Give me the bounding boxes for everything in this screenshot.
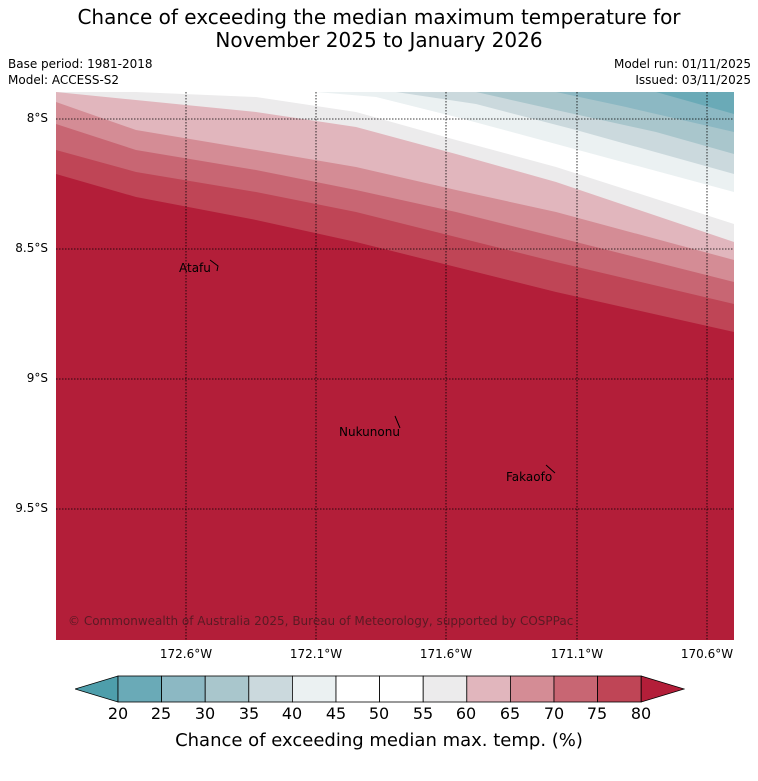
atafu-outline <box>209 259 219 272</box>
colorbar-segment <box>379 675 424 703</box>
colorbar-tick-label: 45 <box>325 704 347 723</box>
model-run-text: Model run: 01/11/2025 <box>613 57 751 71</box>
lon-tick-label: 172.1°W <box>289 647 343 661</box>
lon-tick-label: 171.1°W <box>550 647 604 661</box>
lat-tick-label: 9°S <box>26 371 48 385</box>
lon-tick-label: 171.6°W <box>419 647 473 661</box>
graticule <box>56 92 734 640</box>
colorbar-segment <box>422 675 468 703</box>
colorbar-segment <box>117 675 162 703</box>
colorbar-segment <box>161 675 206 703</box>
model-text: Model: ACCESS-S2 <box>8 73 120 87</box>
lat-tick-label: 8°S <box>26 111 48 125</box>
colorbar-tick-label: 30 <box>194 704 216 723</box>
colorbar-tick-label: 35 <box>238 704 260 723</box>
colorbar-segment <box>466 675 511 703</box>
band-30 <box>556 92 734 132</box>
colorbar-tick-label: 55 <box>412 704 434 723</box>
issued-text: Issued: 03/11/2025 <box>635 73 751 87</box>
nukunonu-outline <box>394 415 401 429</box>
colorbar-tick-label: 40 <box>281 704 303 723</box>
colorbar-title: Chance of exceeding median max. temp. (%… <box>175 730 583 751</box>
colorbar-tick-label: 25 <box>150 704 172 723</box>
colorbar-segment <box>597 675 642 703</box>
island-outlines <box>209 259 556 474</box>
lat-tick-label: 8.5°S <box>15 241 48 255</box>
place-label-nukunonu: Nukunonu <box>339 425 400 439</box>
colorbar-segment <box>291 675 337 703</box>
colorbar-extend-low <box>75 675 119 703</box>
colorbar-segment <box>335 675 380 703</box>
band-25 <box>656 92 734 114</box>
colorbar-segment <box>553 675 598 703</box>
fakaofo-outline <box>545 464 556 474</box>
colorbar-tick-label: 20 <box>107 704 129 723</box>
colorbar-segment <box>204 675 250 703</box>
colorbar-tick-label: 65 <box>499 704 521 723</box>
colorbar <box>75 675 685 703</box>
place-label-fakaofo: Fakaofo <box>506 470 553 484</box>
colorbar-tick-label: 50 <box>368 704 390 723</box>
colorbar-tick-label: 80 <box>630 704 652 723</box>
copyright-notice: © Commonwealth of Australia 2025, Bureau… <box>68 614 574 628</box>
lat-tick-label: 9.5°S <box>15 501 48 515</box>
lon-tick-label: 172.6°W <box>159 647 213 661</box>
colorbar-extend-high <box>640 675 685 703</box>
colorbar-tick-label: 75 <box>586 704 608 723</box>
chart-title-line-2: November 2025 to January 2026 <box>215 28 543 52</box>
place-label-atafu: Atafu <box>179 261 211 275</box>
base-period-text: Base period: 1981-2018 <box>8 57 153 71</box>
colorbar-segment <box>248 675 293 703</box>
colorbar-segment <box>509 675 555 703</box>
colorbar-tick-label: 70 <box>543 704 565 723</box>
chart-title-line-1: Chance of exceeding the median maximum t… <box>77 5 681 29</box>
lon-tick-label: 170.6°W <box>680 647 734 661</box>
forecast-map: Atafu Nukunonu Fakaofo © Commonwealth of… <box>56 92 734 640</box>
map-contours <box>56 92 734 640</box>
colorbar-tick-label: 60 <box>455 704 477 723</box>
